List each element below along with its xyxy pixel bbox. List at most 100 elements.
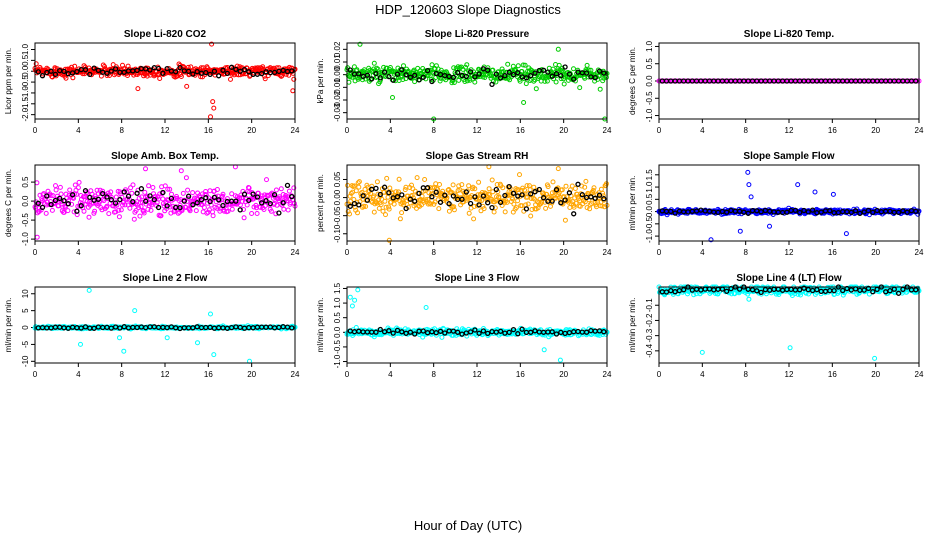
mean-point bbox=[48, 68, 54, 74]
data-point bbox=[63, 75, 69, 81]
mean-point bbox=[194, 200, 200, 206]
data-point bbox=[136, 205, 142, 211]
mean-point bbox=[108, 197, 114, 203]
y-tick-label: -0.02 bbox=[333, 90, 342, 109]
data-point bbox=[188, 64, 194, 70]
mean-point bbox=[459, 331, 465, 337]
y-tick-label: -0.5 bbox=[21, 75, 30, 89]
mean-point bbox=[125, 193, 132, 199]
mean-point bbox=[207, 71, 213, 78]
mean-point bbox=[259, 70, 265, 77]
data-point bbox=[505, 61, 511, 67]
y-axis-label: ml/min per min. bbox=[4, 298, 13, 353]
mean-point bbox=[510, 326, 517, 333]
plot-panel: Slope Li-820 CO2 Licor ppm per min. 0 4 8 12 1… bbox=[4, 29, 300, 135]
mean-point bbox=[592, 74, 598, 81]
data-point bbox=[33, 205, 39, 211]
mean-point bbox=[377, 326, 383, 333]
mean-point bbox=[536, 67, 542, 74]
data-point bbox=[472, 186, 478, 192]
plot-frame bbox=[658, 286, 920, 364]
mean-point bbox=[668, 208, 674, 215]
mean-point bbox=[250, 191, 256, 197]
x-tick-label: 24 bbox=[603, 370, 612, 379]
data-point bbox=[450, 182, 456, 188]
outlier-point bbox=[737, 228, 743, 234]
data-point bbox=[708, 78, 714, 84]
data-point bbox=[906, 78, 912, 84]
mean-point bbox=[583, 70, 590, 76]
data-point bbox=[177, 202, 183, 208]
data-point bbox=[386, 204, 392, 210]
mean-point bbox=[549, 198, 555, 204]
mean-point bbox=[151, 196, 157, 203]
data-point bbox=[278, 73, 284, 79]
mean-point bbox=[672, 210, 678, 216]
mean-point bbox=[190, 202, 196, 208]
data-point bbox=[486, 186, 492, 192]
mean-point bbox=[228, 64, 235, 70]
outlier-point bbox=[746, 296, 752, 302]
x-tick-label: 12 bbox=[473, 370, 482, 379]
x-tick-label: 0 bbox=[345, 126, 350, 135]
data-point bbox=[405, 193, 411, 199]
data-point bbox=[148, 207, 154, 213]
mean-point bbox=[545, 69, 551, 75]
outlier-point bbox=[184, 83, 190, 89]
data-point bbox=[183, 205, 189, 210]
outlier-point bbox=[557, 357, 563, 363]
x-tick-label: 0 bbox=[345, 370, 350, 379]
mean-point bbox=[35, 200, 41, 206]
x-tick-label: 16 bbox=[516, 248, 525, 257]
mean-point bbox=[558, 73, 564, 79]
plot-title: Slope Line 3 Flow bbox=[435, 273, 520, 284]
data-point bbox=[58, 191, 64, 197]
mean-point bbox=[207, 198, 213, 205]
data-point bbox=[165, 186, 171, 192]
outlier-point bbox=[555, 46, 561, 52]
data-point bbox=[104, 203, 110, 209]
y-tick-label: 0.5 bbox=[333, 312, 342, 324]
mean-point bbox=[347, 203, 353, 209]
data-point bbox=[510, 196, 516, 202]
mean-point bbox=[472, 74, 478, 80]
mean-point bbox=[394, 194, 401, 200]
data-point bbox=[451, 80, 457, 85]
data-point bbox=[838, 78, 843, 84]
data-point bbox=[158, 213, 164, 219]
mean-point bbox=[805, 209, 811, 215]
mean-point bbox=[758, 289, 764, 296]
data-point bbox=[394, 70, 400, 76]
data-point bbox=[126, 196, 132, 202]
data-point bbox=[399, 210, 405, 216]
y-tick-label: 1.0 bbox=[21, 43, 30, 55]
data-point bbox=[463, 64, 468, 70]
data-point bbox=[354, 67, 360, 73]
y-tick-label: 0.0 bbox=[21, 195, 30, 207]
plot-frame bbox=[346, 164, 608, 242]
data-point bbox=[278, 186, 284, 192]
x-tick-label: 20 bbox=[559, 370, 568, 379]
data-point bbox=[249, 211, 255, 216]
mean-point bbox=[95, 67, 102, 74]
data-point bbox=[898, 78, 904, 84]
mean-point bbox=[160, 189, 166, 196]
plot-title: Slope Amb. Box Temp. bbox=[111, 151, 219, 162]
mean-point bbox=[117, 196, 123, 203]
data-point bbox=[273, 187, 279, 193]
mean-point bbox=[801, 207, 807, 214]
data-point bbox=[133, 208, 139, 213]
mean-point bbox=[797, 209, 803, 216]
data-point bbox=[100, 188, 106, 194]
x-tick-label: 12 bbox=[785, 126, 794, 135]
y-tick-label: 0.5 bbox=[645, 193, 654, 205]
outlier-point bbox=[195, 340, 200, 346]
mean-point bbox=[549, 329, 555, 335]
data-point bbox=[472, 79, 478, 85]
x-tick-label: 12 bbox=[161, 248, 170, 257]
data-point bbox=[691, 292, 697, 298]
outlier-point bbox=[178, 168, 184, 174]
plot-title: Slope Li-820 Temp. bbox=[744, 29, 835, 40]
data-point bbox=[387, 185, 393, 191]
x-tick-label: 12 bbox=[473, 248, 482, 257]
